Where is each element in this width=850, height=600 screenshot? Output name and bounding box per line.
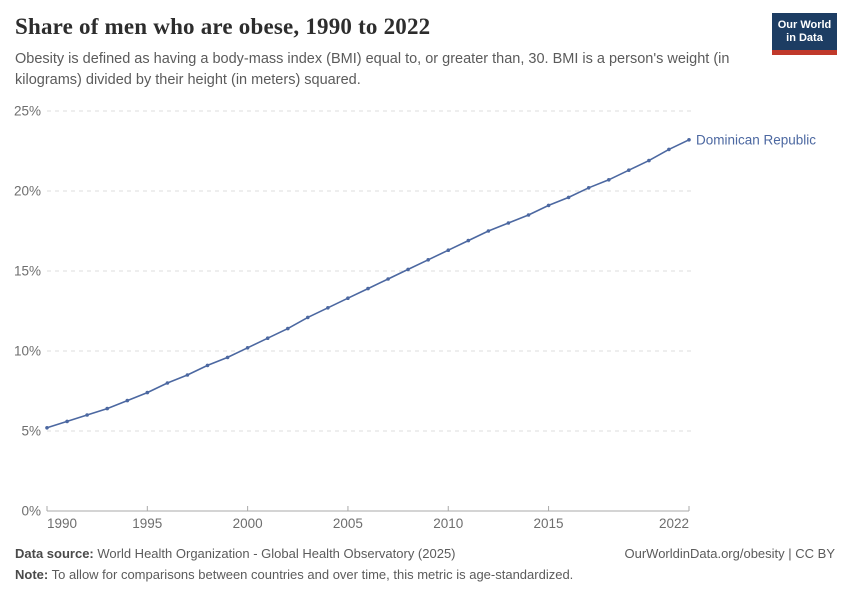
data-point-marker [145,390,150,395]
chart-subtitle: Obesity is defined as having a body-mass… [15,51,730,88]
data-series-line [46,139,690,429]
data-point-marker [265,336,270,340]
data-point-marker [627,168,631,172]
y-tick-label: 5% [21,424,41,439]
data-point-marker [647,158,651,163]
data-point-marker [446,248,451,252]
y-tick-label: 25% [14,104,41,119]
data-point-marker [85,413,89,417]
x-tick-label: 2022 [659,516,689,531]
x-tick-label: 2010 [433,516,463,531]
x-tick-label: 2005 [333,516,363,531]
data-point-marker [45,426,49,430]
data-source-text: Data source: World Health Organization -… [15,543,456,564]
data-source-label: Data source: [15,546,94,561]
line-chart: 0% 5% 10% 15% 20% 25% 1990 1995 2000 2005 2010 2015… [0,95,850,540]
chart-header: Share of men who are obese, 1990 to 2022… [15,14,765,91]
data-point-marker [205,363,210,368]
data-point-marker [566,195,571,200]
note-label: Note: [15,567,49,582]
x-tick-label: 2015 [534,516,564,531]
data-point-marker [185,373,190,377]
data-point-marker [426,258,431,262]
y-tick-label: 20% [14,184,41,199]
data-point-marker [466,238,471,243]
data-point-marker [366,286,370,291]
owid-logo: Our World in Data [772,13,837,55]
attribution-link: OurWorldinData.org/obesity | CC BY [624,546,836,561]
data-point-marker [687,138,691,142]
data-point-marker [165,381,170,385]
data-point-marker [667,147,671,152]
data-point-marker [586,186,591,190]
owid-logo-line2: in Data [786,31,823,44]
y-tick-label: 10% [14,344,41,359]
data-point-marker [386,277,390,281]
data-point-marker [105,406,109,411]
y-tick-label: 0% [21,504,41,519]
x-tick-label: 2000 [233,516,263,531]
data-point-marker [306,315,310,320]
data-point-marker [286,326,290,331]
data-point-marker [486,229,491,233]
data-point-marker [125,398,130,403]
data-point-marker [245,346,250,350]
data-point-marker [225,355,230,360]
series-end-label: Dominican Republic [696,132,816,147]
data-point-marker [346,296,350,300]
data-point-marker [607,178,611,182]
data-point-marker [546,203,551,208]
x-tick-label: 1990 [47,516,77,531]
y-tick-label: 15% [14,264,41,279]
data-point-marker [406,267,410,272]
data-point-marker [526,213,531,217]
note-text: Note: To allow for comparisons between c… [15,567,573,582]
chart-title: Share of men who are obese, 1990 to 2022 [15,14,431,39]
chart-footer: Data source: World Health Organization -… [15,543,835,585]
data-source-value: World Health Organization - Global Healt… [93,546,456,561]
data-point-marker [326,306,330,310]
line-chart-svg: 0% 5% 10% 15% 20% 25% 1990 1995 2000 2005 2010 2015… [14,104,816,532]
owid-logo-line1: Our World [777,18,832,31]
x-tick-label: 1995 [132,516,162,531]
note-value: To allow for comparisons between countri… [48,567,574,582]
data-point-marker [506,221,511,225]
data-point-marker [65,419,69,424]
